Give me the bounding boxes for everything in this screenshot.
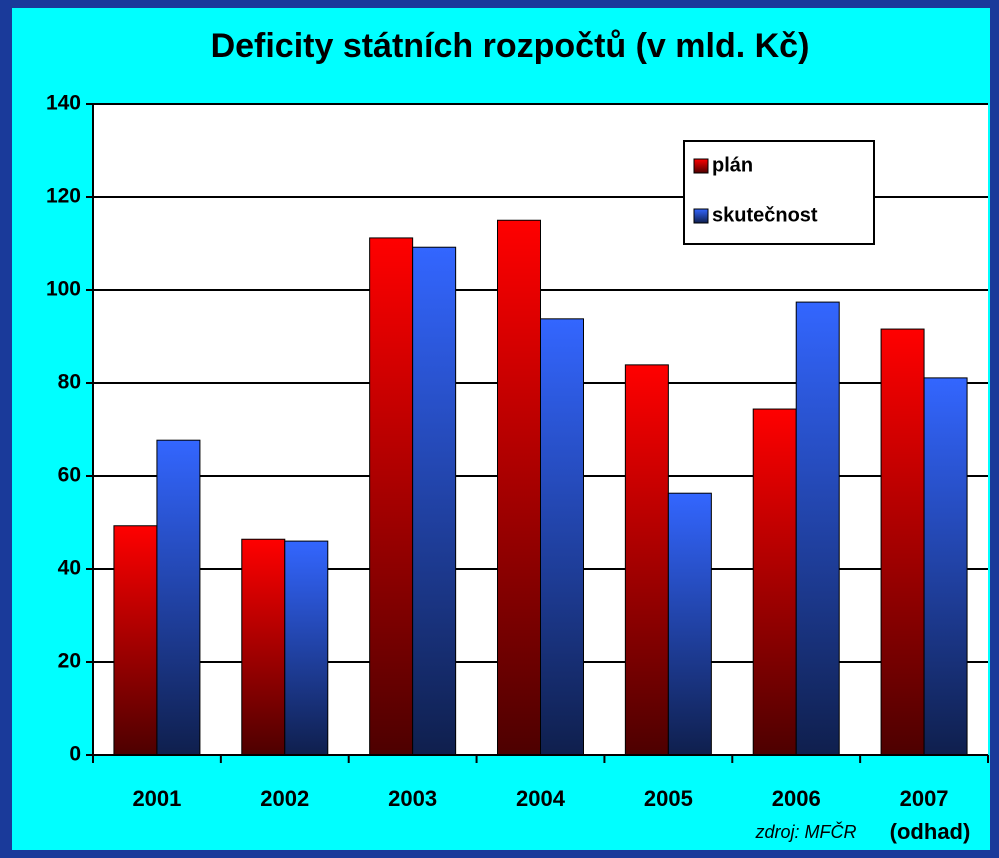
bar — [113, 525, 158, 756]
y-tick-label: 80 — [58, 371, 81, 394]
y-tick-label: 40 — [58, 557, 81, 580]
x-tick-label: 2004 — [516, 786, 566, 811]
chart-title: Deficity státních rozpočtů (v mld. Kč) — [211, 27, 810, 65]
bar — [241, 538, 286, 756]
legend-label: skutečnost — [712, 204, 818, 226]
bar — [540, 318, 584, 756]
legend-box — [683, 140, 875, 245]
bar — [667, 492, 712, 756]
annotation: (odhad) — [890, 819, 971, 844]
x-tick-label: 2007 — [900, 786, 949, 811]
legend-label: plán — [712, 154, 753, 176]
legend: plán skutečnost — [683, 140, 875, 245]
bar — [752, 408, 797, 756]
legend-swatch — [693, 158, 709, 174]
source-note: zdroj: MFČR — [754, 821, 856, 842]
bar — [284, 540, 329, 756]
x-tick-label: 2005 — [644, 786, 693, 811]
bar — [156, 439, 201, 756]
bar — [497, 219, 541, 756]
y-tick-label: 60 — [58, 464, 81, 487]
y-tick-label: 100 — [46, 278, 81, 301]
bar — [923, 377, 968, 756]
legend-swatch — [693, 208, 709, 224]
x-tick-label: 2003 — [388, 786, 437, 811]
y-tick-label: 0 — [69, 743, 81, 766]
y-tick-label: 120 — [46, 185, 81, 208]
x-tick-label: 2002 — [260, 786, 309, 811]
bar — [369, 237, 414, 756]
bar — [624, 364, 669, 756]
y-tick-label: 20 — [58, 650, 81, 673]
x-tick-label: 2006 — [772, 786, 821, 811]
x-tick-label: 2001 — [132, 786, 181, 811]
bar — [412, 246, 457, 756]
y-tick-label: 140 — [46, 92, 81, 115]
bar — [795, 301, 840, 756]
bar — [880, 328, 925, 756]
